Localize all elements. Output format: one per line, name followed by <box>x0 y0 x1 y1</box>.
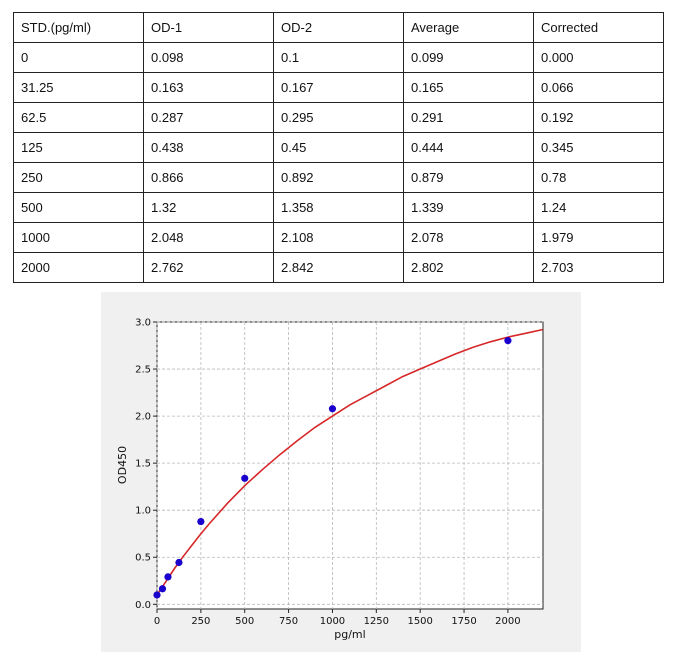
table-cell: 1.339 <box>403 192 534 223</box>
table-cell: 1.24 <box>533 192 664 223</box>
table-cell: 2.078 <box>403 222 534 253</box>
x-tick-label: 1750 <box>451 616 476 627</box>
data-point <box>197 517 205 526</box>
standard-table: STD.(pg/ml) OD-1 OD-2 Average Corrected … <box>13 12 664 283</box>
chart-panel: 0 250 500 750 1000 1250 1500 1750 2000 0.0 0.5 1.0… <box>101 292 581 652</box>
table-cell: 0.287 <box>143 102 274 133</box>
table-cell: 2.703 <box>533 252 664 283</box>
table-cell: 0.192 <box>533 102 664 133</box>
header-od1: OD-1 <box>143 12 274 43</box>
header-std: STD.(pg/ml) <box>13 12 144 43</box>
x-tick-label: 1000 <box>320 616 345 627</box>
x-tick-label: 750 <box>279 616 298 627</box>
table-cell: 125 <box>13 132 144 163</box>
table-cell: 0.438 <box>143 132 274 163</box>
x-tick-label: 0 <box>154 616 160 627</box>
table-cell: 0.444 <box>403 132 534 163</box>
table-cell: 1.979 <box>533 222 664 253</box>
table-cell: 2.108 <box>273 222 404 253</box>
x-tick-label: 1250 <box>364 616 389 627</box>
table-cell: 0.1 <box>273 42 404 73</box>
table-row: 125 0.438 0.45 0.444 0.345 <box>13 132 664 163</box>
table-cell: 2.048 <box>143 222 274 253</box>
table-cell: 0.892 <box>273 162 404 193</box>
table-row: 62.5 0.287 0.295 0.291 0.192 <box>13 102 664 133</box>
table-cell: 250 <box>13 162 144 193</box>
table-cell: 0.165 <box>403 72 534 103</box>
x-tick-label: 1500 <box>407 616 432 627</box>
table-cell: 0.163 <box>143 72 274 103</box>
table-row: 0 0.098 0.1 0.099 0.000 <box>13 42 664 73</box>
data-point <box>328 405 337 413</box>
table-cell: 0 <box>13 42 144 73</box>
y-axis-label: OD450 <box>116 446 129 484</box>
standard-curve-chart: 0 250 500 750 1000 1250 1500 1750 2000 0.0 0.5 1.0… <box>116 318 544 641</box>
table-cell: 0.066 <box>533 72 664 103</box>
table-cell: 0.099 <box>403 42 534 73</box>
table-cell: 1.358 <box>273 192 404 223</box>
data-point <box>153 591 161 599</box>
data-points <box>153 337 512 599</box>
table-cell: 0.295 <box>273 102 404 133</box>
data-point <box>158 585 167 593</box>
y-tick-label: 1.0 <box>135 506 151 517</box>
table-cell: 0.345 <box>533 132 664 163</box>
table-cell: 2.802 <box>403 252 534 283</box>
x-tick-label: 500 <box>235 616 254 627</box>
y-tick-label: 0.0 <box>135 600 151 611</box>
y-tick-label: 3.0 <box>135 318 151 329</box>
table-cell: 0.291 <box>403 102 534 133</box>
table-cell: 62.5 <box>13 102 144 133</box>
table-cell: 0.866 <box>143 162 274 193</box>
data-point <box>241 474 249 482</box>
x-tick-label: 250 <box>191 616 210 627</box>
data-point <box>504 337 512 345</box>
y-tick-label: 0.5 <box>135 553 151 564</box>
data-point <box>164 573 172 581</box>
table-header-row: STD.(pg/ml) OD-1 OD-2 Average Corrected <box>13 12 664 43</box>
x-axis-ticks: 0 250 500 750 1000 1250 1500 1750 2000 <box>154 609 521 627</box>
header-od2: OD-2 <box>273 12 404 43</box>
data-point <box>175 558 183 567</box>
table-cell: 0.167 <box>273 72 404 103</box>
table-row: 31.25 0.163 0.167 0.165 0.066 <box>13 72 664 103</box>
x-axis-label: pg/ml <box>334 628 365 641</box>
x-tick-label: 2000 <box>495 616 520 627</box>
header-corrected: Corrected <box>533 12 664 43</box>
table-cell: 2000 <box>13 252 144 283</box>
table-cell: 0.45 <box>273 132 404 163</box>
fit-curve <box>156 328 544 596</box>
table-cell: 500 <box>13 192 144 223</box>
table-cell: 0.098 <box>143 42 274 73</box>
plot-area <box>156 321 544 610</box>
table-row: 250 0.866 0.892 0.879 0.78 <box>13 162 664 193</box>
table-cell: 0.879 <box>403 162 534 193</box>
table-row: 2000 2.762 2.842 2.802 2.703 <box>13 252 664 283</box>
table-cell: 1.32 <box>143 192 274 223</box>
y-tick-label: 2.0 <box>135 412 151 423</box>
table-cell: 0.78 <box>533 162 664 193</box>
header-average: Average <box>403 12 534 43</box>
table-cell: 1000 <box>13 222 144 253</box>
table-row: 500 1.32 1.358 1.339 1.24 <box>13 192 664 223</box>
y-tick-label: 1.5 <box>135 459 151 470</box>
y-tick-label: 2.5 <box>135 365 151 376</box>
table-cell: 31.25 <box>13 72 144 103</box>
table-cell: 0.000 <box>533 42 664 73</box>
table-cell: 2.762 <box>143 252 274 283</box>
table-row: 1000 2.048 2.108 2.078 1.979 <box>13 222 664 253</box>
y-axis-ticks: 0.0 0.5 1.0 1.5 2.0 2.5 3.0 <box>135 318 157 611</box>
table-cell: 2.842 <box>273 252 404 283</box>
